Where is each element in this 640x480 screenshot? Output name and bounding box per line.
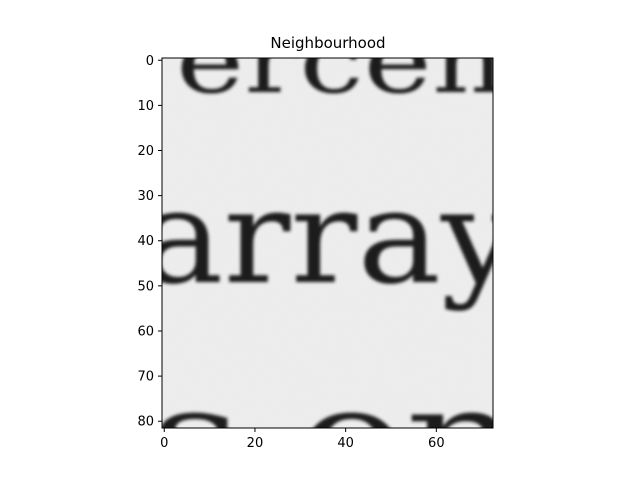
y-tick-label: 20 xyxy=(137,144,154,159)
y-axis: 0 10 20 30 40 50 60 70 80 xyxy=(137,54,162,430)
scan-word-bottom: s on xyxy=(150,361,520,480)
y-tick-label: 50 xyxy=(137,279,154,294)
image-area: ercen array s on xyxy=(140,7,521,480)
x-axis: 0 20 40 60 xyxy=(160,428,445,451)
x-tick-label: 60 xyxy=(428,436,445,451)
scan-word-top: ercen xyxy=(176,7,506,114)
y-tick-label: 80 xyxy=(137,415,154,430)
scanned-text: ercen array s on xyxy=(140,7,521,480)
y-tick-label: 60 xyxy=(137,324,154,339)
y-tick-label: 40 xyxy=(137,234,154,249)
image-grain xyxy=(162,58,493,428)
x-tick-label: 20 xyxy=(247,436,264,451)
y-tick-label: 30 xyxy=(137,189,154,204)
y-tick-label: 10 xyxy=(137,99,154,114)
scan-word-middle: array xyxy=(140,161,521,313)
y-tick-label: 70 xyxy=(137,370,154,385)
x-tick-label: 40 xyxy=(337,436,354,451)
axes-frame xyxy=(161,57,494,429)
y-tick-label: 0 xyxy=(146,54,154,69)
x-tick-label: 0 xyxy=(160,436,168,451)
plot-title: Neighbourhood xyxy=(270,34,385,52)
